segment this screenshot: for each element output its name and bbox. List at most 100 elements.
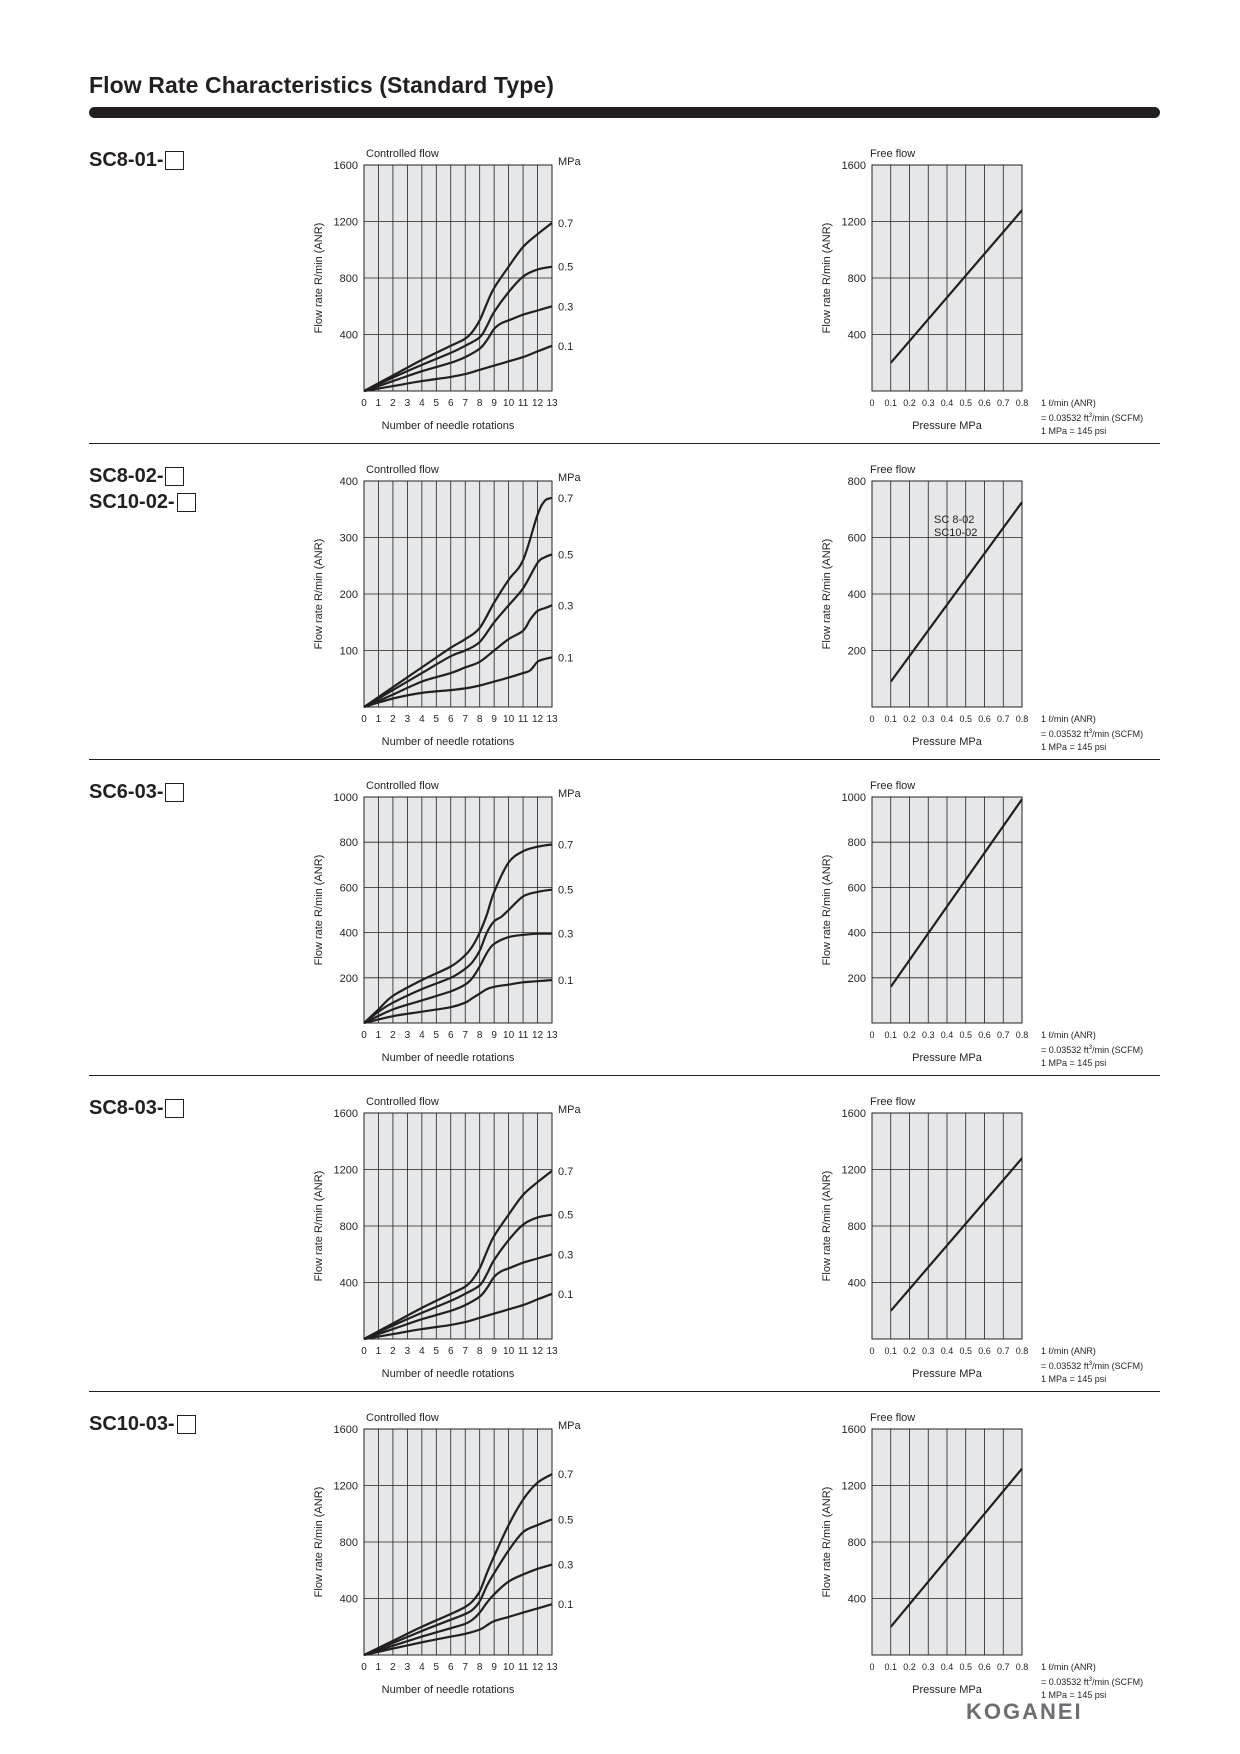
y-tick-label: 1600 xyxy=(842,1424,866,1436)
series-line-0.3 xyxy=(363,1253,553,1341)
y-tick-label: 400 xyxy=(848,589,866,601)
series-line-0.5 xyxy=(363,265,553,392)
model-code-text: SC10-02- xyxy=(89,491,175,513)
option-box-icon xyxy=(176,1414,196,1434)
y-tick-label: 1200 xyxy=(334,217,358,229)
series-line-0.1 xyxy=(363,344,553,393)
x-tick-label: 0.4 xyxy=(941,1030,954,1040)
model-code-text: SC6-03- xyxy=(89,781,164,803)
y-tick-label: 1000 xyxy=(334,792,358,804)
x-tick-label: 3 xyxy=(405,1030,411,1041)
conversion-line-2: = 0.03532 ft3/min (SCFM) xyxy=(1041,1358,1143,1373)
model-code-text: SC8-03- xyxy=(89,1097,164,1119)
y-tick-label: 400 xyxy=(340,330,358,342)
chart-row: SC8-02- SC10-02- 100 200 300 400 0 1 2 3 4 5 6 7 8 9 10 1… xyxy=(0,444,1240,760)
x-tick-label: 0.6 xyxy=(978,398,991,408)
x-tick-label: 0.5 xyxy=(959,1346,972,1356)
x-tick-label: 1 xyxy=(376,714,382,725)
x-tick-label: 9 xyxy=(491,714,497,725)
x-tick-label: 0.2 xyxy=(903,398,916,408)
x-tick-label: 11 xyxy=(518,1662,529,1673)
x-tick-label: 0.8 xyxy=(1016,714,1029,724)
x-tick-label: 5 xyxy=(434,714,440,725)
model-code: SC8-01- xyxy=(89,147,185,173)
x-tick-label: 0.5 xyxy=(959,1662,972,1672)
free-flow-chart: 400 800 1200 1600 0 0.1 0.2 0.3 0.4 0.5 0.6 0.7 0.8 F… xyxy=(821,1412,1028,1696)
x-tick-label: 4 xyxy=(419,1030,425,1041)
series-label: 0.7 xyxy=(558,218,573,230)
series-label: 0.7 xyxy=(558,1469,573,1481)
x-tick-label: 0 xyxy=(361,1346,367,1357)
model-code-text: SC8-02- xyxy=(89,465,164,487)
series-label: 0.3 xyxy=(558,301,573,313)
conversion-exponent: 3 xyxy=(1088,1045,1093,1051)
x-axis-label: Number of needle rotations xyxy=(382,420,515,432)
unit-conversion-note: 1 ℓ/min (ANR) = 0.03532 ft3/min (SCFM) 1 M… xyxy=(1041,1661,1143,1702)
conversion-line-1: 1 ℓ/min (ANR) xyxy=(1041,1662,1096,1672)
conversion-line-2: = 0.03532 ft3/min (SCFM) xyxy=(1041,726,1143,741)
conversion-prefix: = 0.03532 ft xyxy=(1041,1361,1089,1371)
series-label: 0.3 xyxy=(558,600,573,612)
x-tick-label: 6 xyxy=(448,714,454,725)
x-tick-label: 12 xyxy=(532,714,544,725)
x-tick-label: 0 xyxy=(869,1030,874,1040)
option-box-icon xyxy=(165,1098,185,1118)
series-label: 0.1 xyxy=(558,1599,573,1611)
unit-conversion-note: 1 ℓ/min (ANR) = 0.03532 ft3/min (SCFM) 1 M… xyxy=(1041,397,1143,438)
x-tick-label: 5 xyxy=(434,1662,440,1673)
conversion-prefix: = 0.03532 ft xyxy=(1041,1677,1089,1687)
series-line-0.3 xyxy=(363,1563,553,1657)
x-tick-label: 2 xyxy=(390,714,396,725)
y-tick-label: 1200 xyxy=(334,1165,358,1177)
y-tick-label: 800 xyxy=(340,837,358,849)
y-tick-label: 200 xyxy=(340,589,358,601)
series-unit-label: MPa xyxy=(558,1420,582,1432)
conversion-suffix: /min (SCFM) xyxy=(1092,413,1144,423)
chart-title: Free flow xyxy=(870,1096,915,1108)
x-tick-label: 8 xyxy=(477,1346,483,1357)
x-axis-label: Number of needle rotations xyxy=(382,1052,515,1064)
series-line-0.7 xyxy=(363,843,553,1024)
series-line-0.3 xyxy=(363,604,553,709)
option-box-icon xyxy=(165,782,185,802)
x-tick-label: 13 xyxy=(546,714,558,725)
model-code: SC10-03- xyxy=(89,1411,196,1437)
chart-title: Free flow xyxy=(870,780,915,792)
x-tick-label: 5 xyxy=(434,1346,440,1357)
conversion-line-2: = 0.03532 ft3/min (SCFM) xyxy=(1041,410,1143,425)
unit-conversion-note: 1 ℓ/min (ANR) = 0.03532 ft3/min (SCFM) 1 M… xyxy=(1041,1345,1143,1386)
x-tick-label: 12 xyxy=(532,1346,544,1357)
y-axis-label: Flow rate R/min (ANR) xyxy=(313,1171,325,1282)
series-line-0.7 xyxy=(363,496,553,708)
chart-title: Controlled flow xyxy=(366,148,439,160)
conversion-line-2: = 0.03532 ft3/min (SCFM) xyxy=(1041,1042,1143,1057)
x-tick-label: 3 xyxy=(405,1346,411,1357)
model-code: SC8-03- xyxy=(89,1095,185,1121)
x-tick-label: 9 xyxy=(491,1346,497,1357)
x-tick-label: 0.7 xyxy=(997,398,1010,408)
y-tick-label: 800 xyxy=(340,273,358,285)
y-tick-label: 800 xyxy=(848,476,866,488)
x-tick-label: 0.2 xyxy=(903,714,916,724)
x-axis-label: Number of needle rotations xyxy=(382,736,515,748)
conversion-line-3: 1 MPa = 145 psi xyxy=(1041,1690,1107,1700)
conversion-suffix: /min (SCFM) xyxy=(1092,1361,1144,1371)
model-code: SC8-02- xyxy=(89,463,196,489)
y-tick-label: 800 xyxy=(340,1537,358,1549)
chart-annotation: SC 8-02 xyxy=(934,514,974,526)
x-tick-label: 9 xyxy=(491,1662,497,1673)
series-line-0.7 xyxy=(363,1473,553,1656)
y-tick-label: 1600 xyxy=(334,1424,358,1436)
series-line-0.5 xyxy=(363,1518,553,1657)
x-tick-label: 0.3 xyxy=(922,1346,935,1356)
x-tick-label: 12 xyxy=(532,1030,544,1041)
series-line-0.5 xyxy=(363,1213,553,1340)
x-tick-label: 10 xyxy=(503,714,515,725)
y-axis-label: Flow rate R/min (ANR) xyxy=(821,1171,833,1282)
series-label: 0.1 xyxy=(558,341,573,353)
x-tick-label: 1 xyxy=(376,1346,382,1357)
x-tick-label: 8 xyxy=(477,1030,483,1041)
x-tick-label: 4 xyxy=(419,714,425,725)
x-axis-label: Pressure MPa xyxy=(912,736,983,748)
